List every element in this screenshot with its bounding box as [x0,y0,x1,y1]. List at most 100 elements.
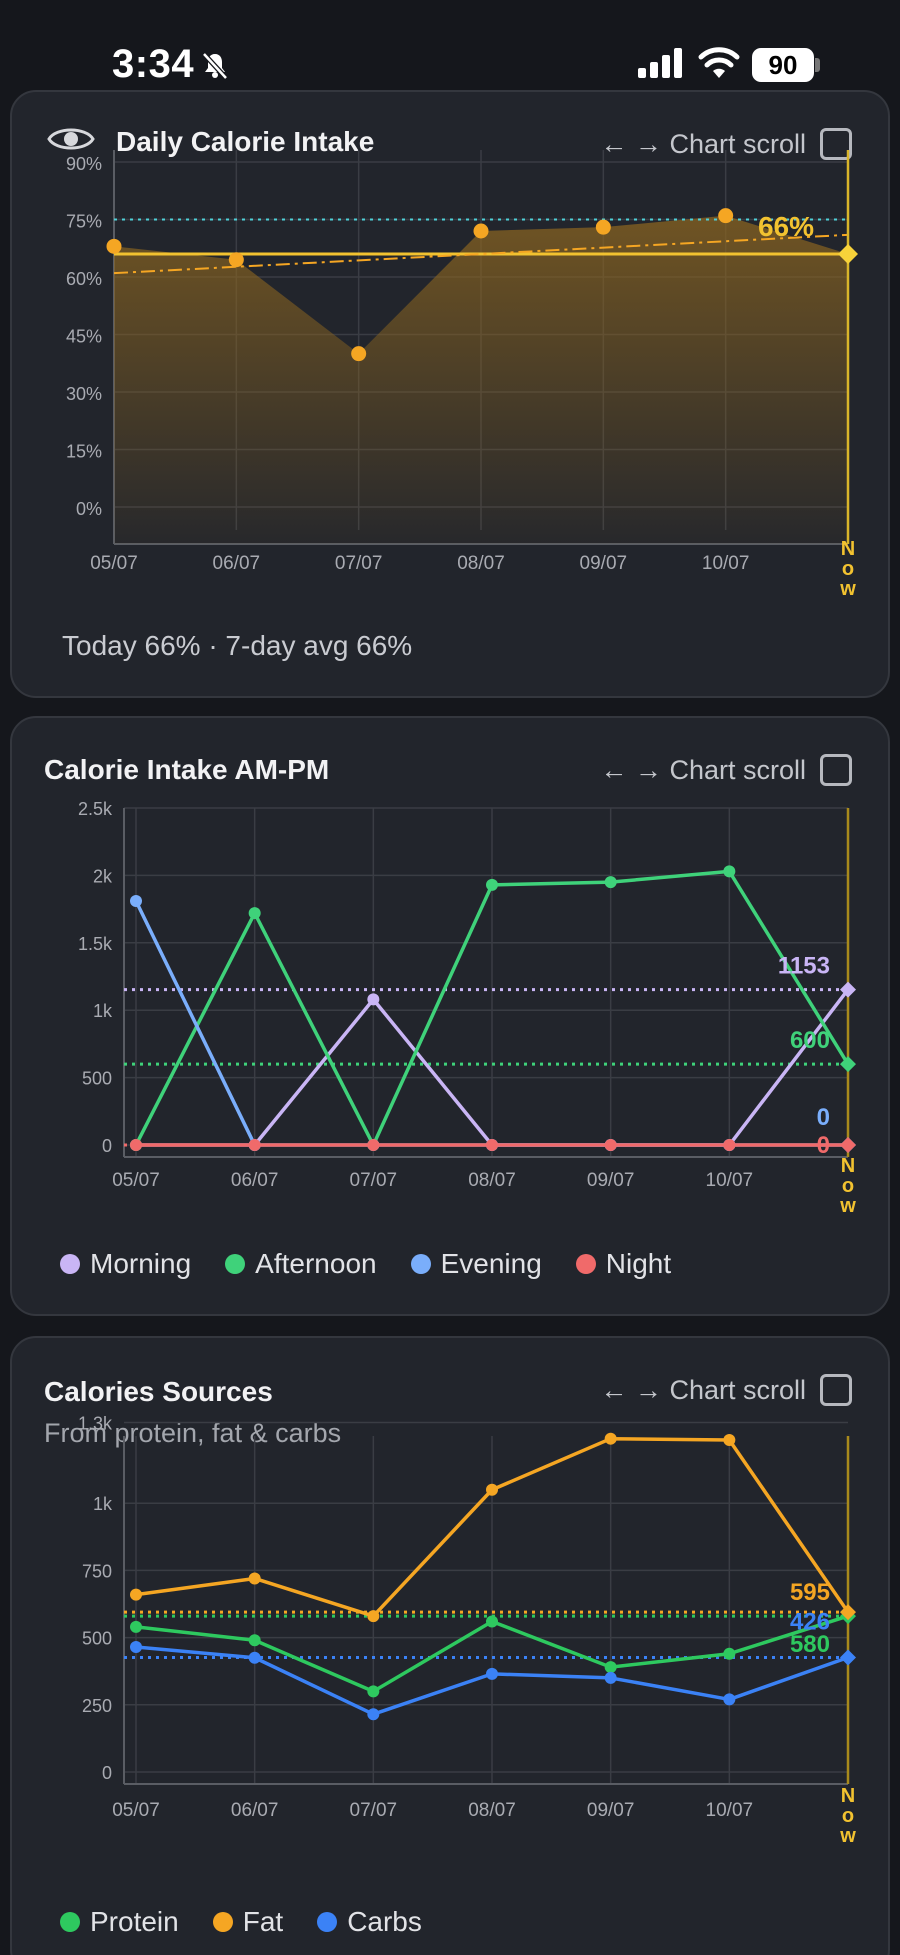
end-value-label-afternoon: 600 [790,1027,830,1054]
x-tick-label-now: N [841,538,855,560]
y-tick-label: 30% [66,384,102,404]
current-value-label: 66% [758,211,814,242]
x-tick-label-now: w [839,1195,856,1217]
battery-indicator: 90 [752,48,814,82]
y-tick-label: 0 [102,1136,112,1156]
x-tick-label: 10/07 [706,1800,754,1821]
chart-calorie-intake-ampm: 0 500 1k 1.5k 2k 2.5k 1153 600 0 0 05/07 06/07 07/07… [12,718,888,1243]
end-value-label-protein: 580 [790,1631,830,1658]
calories-sources-card: Calories Sources From protein, fat & car… [10,1336,890,1955]
data-point-afternoon [248,907,261,920]
y-tick-label: 2k [93,866,113,886]
legend-label: Evening [440,1248,542,1279]
y-tick-label: 0 [102,1763,112,1783]
chart-scroll-checkbox[interactable] [820,128,852,160]
y-tick-label: 60% [66,269,102,289]
chart-scroll-label: ← → Chart scroll [600,1374,806,1405]
x-tick-label: 07/07 [335,553,383,574]
chart-legend: Protein Fat Carbs [60,1906,422,1938]
data-point-night [486,1139,498,1151]
chart-scroll-toggle[interactable]: ← → Chart scroll [600,1374,852,1406]
end-value-label-evening: 0 [817,1104,830,1131]
data-point-protein [367,1685,380,1698]
y-tick-label: 500 [82,1069,112,1089]
end-value-label-carbs: 426 [790,1608,830,1635]
data-point-current-afternoon [840,1056,856,1073]
data-point-afternoon [723,865,736,878]
data-point-night [604,1139,617,1151]
chart-scroll-toggle[interactable]: ← → Chart scroll [600,754,852,786]
legend-item-protein[interactable]: Protein [60,1906,179,1938]
chart-scroll-label: ← → Chart scroll [600,128,806,159]
y-tick-label: 15% [66,442,102,462]
chart-scroll-checkbox[interactable] [820,754,852,786]
legend-item-evening[interactable]: Evening [410,1248,542,1280]
data-point-night [723,1139,736,1151]
battery-tip [815,58,820,72]
end-value-label-night: 0 [817,1132,830,1159]
legend-item-fat[interactable]: Fat [212,1906,284,1938]
data-point-afternoon [486,878,498,891]
legend-label: Night [605,1248,672,1279]
x-tick-label: 10/07 [702,553,750,574]
x-tick-label: 08/07 [468,1170,516,1191]
end-value-label-fat: 595 [790,1579,830,1606]
data-point-current-night [840,1137,856,1153]
data-point-carbs [367,1708,380,1721]
x-tick-label: 09/07 [580,553,628,574]
chart-legend: Morning Afternoon Evening Night [60,1248,671,1280]
legend-item-morning[interactable]: Morning [60,1248,191,1280]
legend-label: Protein [90,1906,179,1937]
wifi-icon [698,47,740,78]
legend-item-afternoon[interactable]: Afternoon [225,1248,377,1280]
x-tick-label: 08/07 [468,1800,516,1821]
chart-scroll-label: ← → Chart scroll [600,754,806,785]
data-point [106,238,122,254]
legend-item-carbs[interactable]: Carbs [317,1906,422,1938]
data-point-fat [248,1572,261,1585]
x-tick-label-now: w [839,578,856,600]
summary-text: Today 66% · 7-day avg 66% [62,630,413,661]
daily-calorie-intake-card: Daily Calorie Intake ← → Chart scroll 0%… [10,90,890,698]
y-tick-label: 1k [93,1494,113,1514]
data-point-night [248,1139,261,1151]
legend-dot [225,1254,246,1274]
x-tick-label: 06/07 [231,1170,279,1191]
legend-label: Morning [90,1248,192,1279]
data-point-night [367,1139,380,1151]
y-tick-label: 2.5k [78,799,113,819]
x-tick-label: 06/07 [231,1800,279,1821]
bell-muted-icon [202,52,228,80]
card-title: Calorie Intake AM-PM [44,754,330,785]
x-tick-label-now: N [841,1155,855,1177]
data-point-fat [486,1483,498,1496]
data-point-fat [367,1610,380,1623]
data-point-protein [248,1634,261,1647]
data-point [228,252,244,268]
x-tick-label: 05/07 [112,1170,160,1191]
x-tick-label: 09/07 [587,1800,635,1821]
data-point-fat [723,1434,736,1447]
data-point-current-fat [840,1604,856,1621]
legend-dot [212,1912,233,1932]
legend-item-night[interactable]: Night [575,1248,672,1280]
data-point [351,346,367,362]
y-tick-label: 0% [76,499,102,519]
y-tick-label: 1.3k [78,1414,113,1434]
x-tick-label-now: o [842,1175,854,1197]
y-tick-label: 250 [82,1696,112,1716]
data-point-protein [486,1615,498,1628]
chart-calories-sources: 0 250 500 750 1k 1.3k 580 595 426 05/07 06/07 07/07… [12,1338,888,1903]
legend-label: Fat [242,1906,284,1937]
data-point-current [838,244,858,264]
data-point-carbs [486,1667,498,1680]
y-tick-label: 45% [66,327,102,347]
legend-dot [60,1912,80,1932]
status-time: 3:34 [112,42,195,86]
chart-scroll-checkbox[interactable] [820,1374,852,1406]
legend-dot [410,1254,431,1274]
chart-scroll-toggle[interactable]: ← → Chart scroll [600,128,852,160]
eye-icon[interactable] [46,122,96,156]
x-tick-label-now: o [842,558,854,580]
